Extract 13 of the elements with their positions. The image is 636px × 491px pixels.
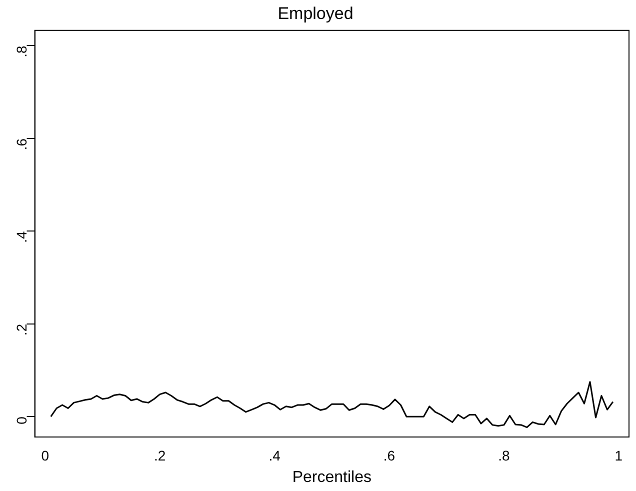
x-axis-title: Percentiles	[292, 468, 372, 486]
x-tick-label: .6	[383, 447, 396, 464]
x-tick-label: 1	[614, 447, 623, 464]
y-tick-label: .2	[14, 324, 30, 336]
chart-title: Employed	[278, 4, 354, 23]
y-tick-label: .4	[14, 230, 30, 243]
x-tick-label: 0	[41, 447, 50, 464]
x-tick-label: .2	[154, 447, 166, 464]
x-tick-label: .8	[498, 447, 510, 464]
y-tick-label: .8	[14, 46, 30, 58]
y-tick-label: .6	[14, 138, 30, 150]
y-tick-label: 0	[14, 416, 30, 424]
x-tick-label: .4	[268, 447, 281, 464]
